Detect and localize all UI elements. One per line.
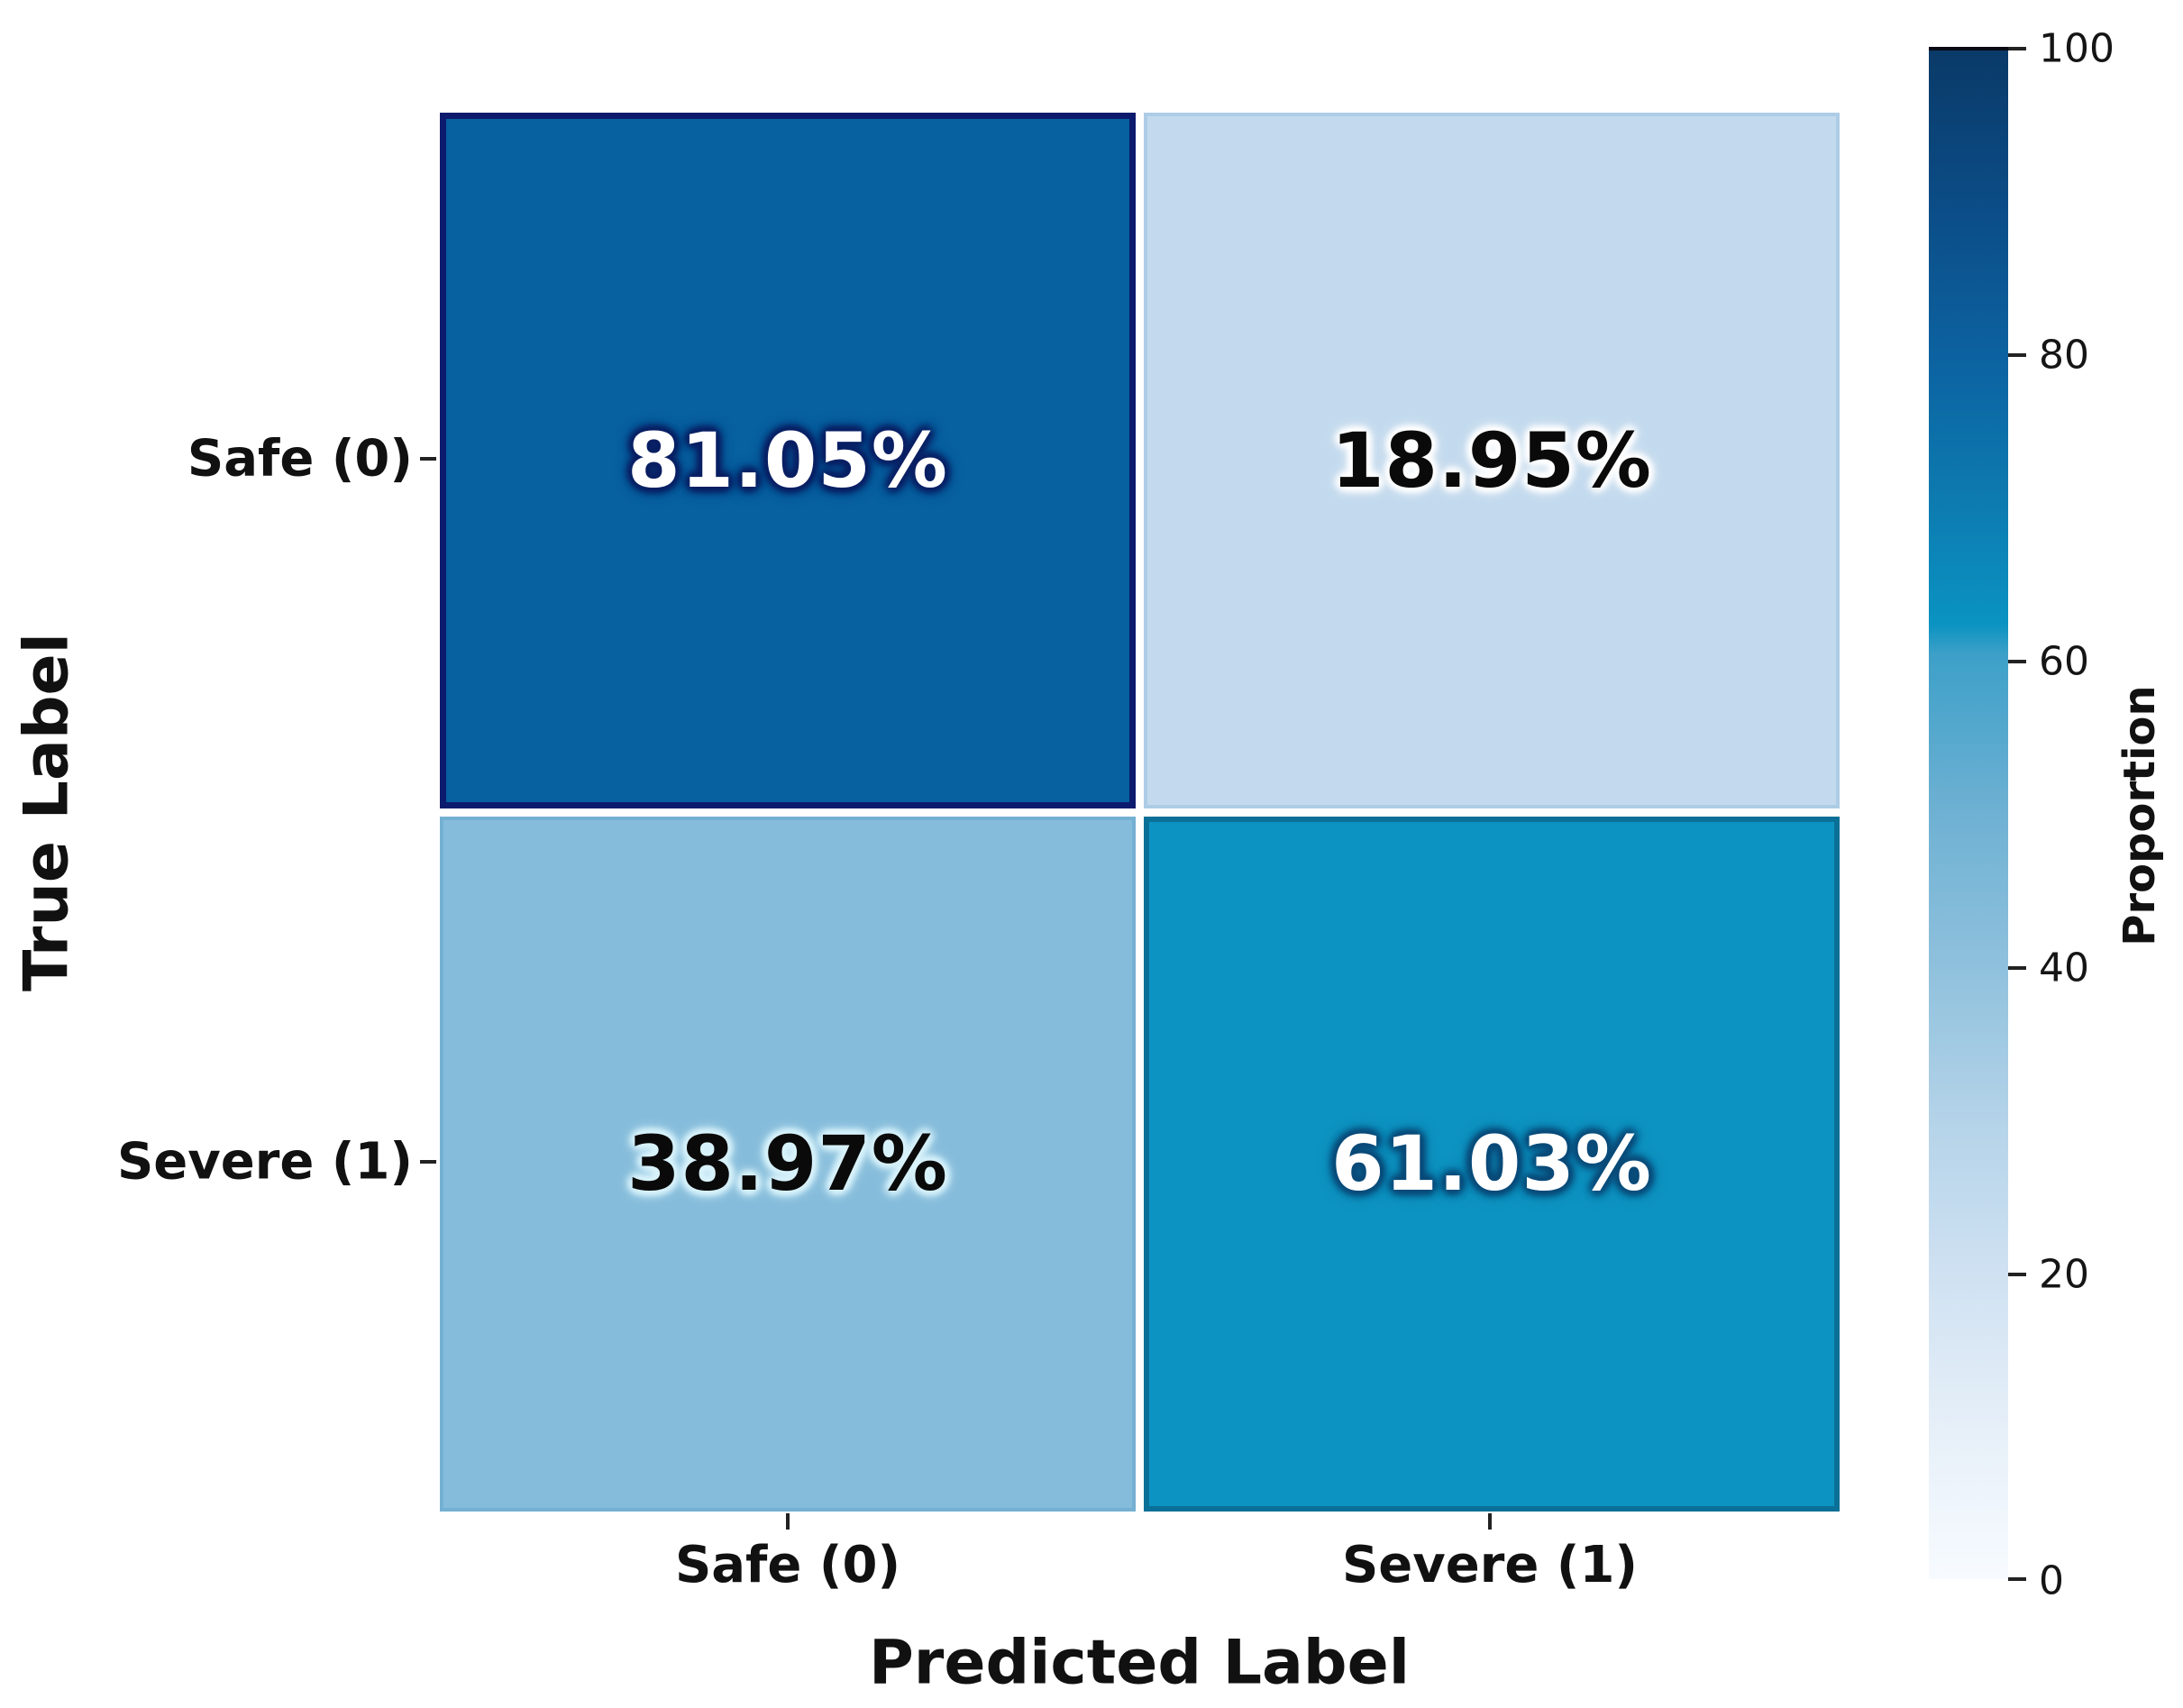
- colorbar-tick-label: 40: [2039, 945, 2089, 991]
- x-axis-title: Predicted Label: [868, 1627, 1411, 1699]
- y-tick-label-severe: Severe (1): [116, 1132, 413, 1192]
- cell-value-label: 18.95%: [1331, 416, 1652, 505]
- cell-true-safe-pred-safe: 81.05%: [440, 113, 1136, 808]
- y-tick-mark-severe: [420, 1160, 436, 1164]
- x-tick-label-safe: Safe (0): [674, 1536, 901, 1594]
- colorbar-tick-mark-60: [2008, 660, 2026, 663]
- heatmap-grid: 81.05% 18.95% 38.97% 61.03%: [440, 113, 1840, 1512]
- y-tick-label-safe: Safe (0): [187, 429, 413, 489]
- colorbar-tick-mark-40: [2008, 966, 2026, 970]
- x-tick-mark-safe: [786, 1513, 790, 1530]
- cell-value-label: 38.97%: [627, 1119, 948, 1209]
- colorbar-tick-label: 80: [2039, 332, 2089, 379]
- cell-true-safe-pred-severe: 18.95%: [1144, 113, 1840, 808]
- colorbar-tick-label: 0: [2039, 1557, 2064, 1604]
- x-tick-label-severe: Severe (1): [1341, 1536, 1639, 1594]
- cell-true-severe-pred-safe: 38.97%: [440, 816, 1136, 1512]
- y-tick-mark-safe: [420, 457, 436, 461]
- colorbar-tick-label: 60: [2039, 638, 2089, 685]
- colorbar-title: Proportion: [2114, 685, 2165, 946]
- colorbar-tick-label: 100: [2039, 25, 2114, 72]
- cell-true-severe-pred-severe: 61.03%: [1144, 816, 1840, 1512]
- cell-value-label: 81.05%: [627, 416, 948, 505]
- x-tick-mark-severe: [1488, 1513, 1492, 1530]
- colorbar-tick-mark-80: [2008, 353, 2026, 357]
- colorbar-gradient: [1929, 47, 2008, 1579]
- colorbar-tick-mark-100: [2008, 47, 2026, 50]
- colorbar-tick-mark-20: [2008, 1273, 2026, 1276]
- colorbar-tick-mark-0: [2008, 1577, 2026, 1581]
- cell-value-label: 61.03%: [1331, 1119, 1652, 1209]
- y-axis-title: True Label: [11, 633, 83, 991]
- colorbar-tick-label: 20: [2039, 1251, 2089, 1298]
